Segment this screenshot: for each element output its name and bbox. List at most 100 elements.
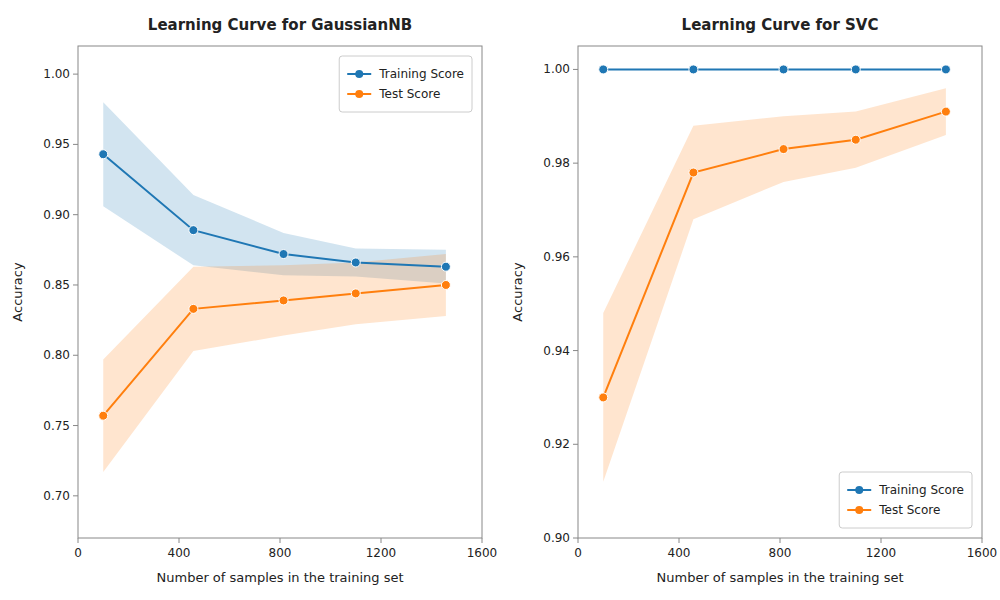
- data-layer: [599, 65, 951, 482]
- series-marker: [441, 262, 450, 271]
- legend-box: [339, 56, 472, 112]
- y-tick: [573, 350, 578, 351]
- x-tick: [578, 538, 579, 543]
- series-marker: [779, 65, 788, 74]
- legend-item: Training Score: [347, 67, 464, 81]
- y-tick: [573, 256, 578, 257]
- y-tick-label: 0.98: [543, 156, 570, 170]
- x-axis-label: Number of samples in the training set: [157, 570, 404, 585]
- chart-title: Learning Curve for SVC: [682, 16, 879, 34]
- series-marker: [689, 168, 698, 177]
- series-line: [103, 154, 446, 266]
- x-tick: [482, 538, 483, 543]
- y-tick-label: 0.70: [43, 489, 70, 503]
- series-marker: [99, 411, 108, 420]
- legend-label: Test Score: [378, 87, 440, 101]
- x-tick: [982, 538, 983, 543]
- series-marker: [851, 65, 860, 74]
- x-tick-label: 400: [168, 546, 191, 560]
- series-marker: [279, 250, 288, 259]
- y-tick-label: 0.75: [43, 419, 70, 433]
- std-band: [603, 69, 946, 70]
- series-marker: [779, 145, 788, 154]
- y-tick: [73, 74, 78, 75]
- std-band: [103, 254, 446, 472]
- y-tick: [573, 444, 578, 445]
- x-tick-label: 400: [668, 546, 691, 560]
- series-marker: [279, 296, 288, 305]
- legend-marker: [355, 70, 363, 78]
- y-tick-label: 1.00: [43, 67, 70, 81]
- chart-panel: 0.900.920.940.960.981.00040080012001600L…: [510, 16, 997, 585]
- legend-label: Training Score: [878, 483, 964, 497]
- y-tick-label: 0.80: [43, 348, 70, 362]
- chart-canvas: 0.70 0.75 0.80 0.85 0.90 0.95 1.00 0 400 800 1200 1…: [0, 0, 1000, 600]
- x-tick: [679, 538, 680, 543]
- y-tick-label: 0.95: [43, 137, 70, 151]
- x-tick-label: 1200: [866, 546, 897, 560]
- x-tick-label: 800: [269, 546, 292, 560]
- series-marker: [351, 289, 360, 298]
- legend: Training Score Test Score: [839, 472, 972, 528]
- plot-area: [78, 46, 482, 538]
- plot-frame: [78, 46, 482, 538]
- y-tick: [573, 538, 578, 539]
- std-band: [103, 102, 446, 283]
- legend-item: Training Score: [847, 483, 964, 497]
- x-tick-label: 0: [74, 546, 82, 560]
- series-marker: [599, 65, 608, 74]
- x-tick: [280, 538, 281, 543]
- x-tick-label: 800: [769, 546, 792, 560]
- y-tick: [73, 355, 78, 356]
- legend-marker: [355, 90, 363, 98]
- y-axis-label: Accuracy: [510, 262, 525, 322]
- series-line: [603, 68, 946, 70]
- y-tick: [573, 163, 578, 164]
- y-tick: [73, 144, 78, 145]
- legend-label: Training Score: [378, 67, 464, 81]
- x-tick: [881, 538, 882, 543]
- y-tick-label: 0.90: [43, 208, 70, 222]
- plot-area: [578, 46, 982, 538]
- x-tick-label: 1600: [467, 546, 498, 560]
- series-marker: [689, 65, 698, 74]
- y-axis-label: Accuracy: [10, 262, 25, 322]
- series-marker: [189, 304, 198, 313]
- x-tick-label: 1200: [366, 546, 397, 560]
- plot-frame: [578, 46, 982, 538]
- series-marker: [351, 258, 360, 267]
- legend-item: Test Score: [847, 503, 940, 517]
- series-marker: [851, 135, 860, 144]
- x-tick: [780, 538, 781, 543]
- series-line: [103, 285, 446, 416]
- y-tick-label: 0.96: [543, 250, 570, 264]
- legend-marker: [855, 506, 863, 514]
- legend-marker: [855, 486, 863, 494]
- y-tick-label: 0.90: [543, 531, 570, 545]
- x-tick-label: 0: [574, 546, 582, 560]
- x-tick: [381, 538, 382, 543]
- y-tick-label: 1.00: [543, 62, 570, 76]
- legend-label: Test Score: [878, 503, 940, 517]
- legend-item: Test Score: [347, 87, 440, 101]
- series-marker: [189, 226, 198, 235]
- series-marker: [941, 107, 950, 116]
- chart-title: Learning Curve for GaussianNB: [148, 16, 412, 34]
- y-tick: [73, 425, 78, 426]
- std-band: [603, 88, 946, 482]
- series-marker: [441, 280, 450, 289]
- y-tick: [73, 284, 78, 285]
- y-tick-label: 0.94: [543, 344, 570, 358]
- legend-box: [839, 472, 972, 528]
- x-tick: [179, 538, 180, 543]
- x-axis-label: Number of samples in the training set: [657, 570, 904, 585]
- legend: Training Score Test Score: [339, 56, 472, 112]
- x-tick-label: 1600: [967, 546, 998, 560]
- series-marker: [941, 65, 950, 74]
- y-tick: [73, 214, 78, 215]
- y-tick-label: 0.85: [43, 278, 70, 292]
- y-tick: [573, 69, 578, 70]
- x-tick: [78, 538, 79, 543]
- y-tick: [73, 495, 78, 496]
- series-marker: [99, 150, 108, 159]
